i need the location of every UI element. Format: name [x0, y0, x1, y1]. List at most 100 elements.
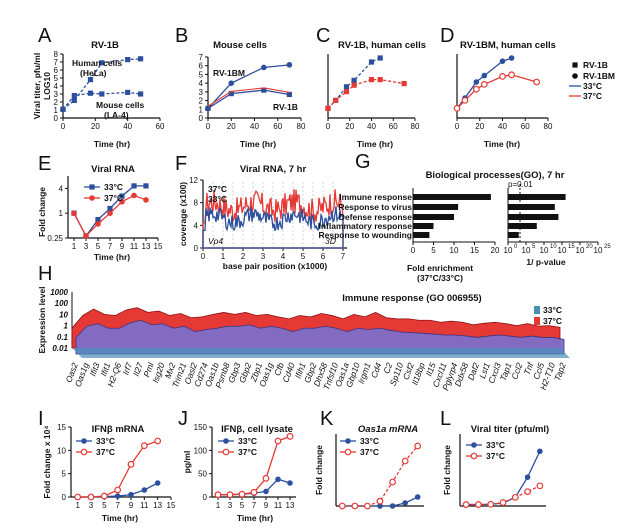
- x-tick-label: 1: [75, 501, 80, 510]
- series-37c-point: [508, 71, 516, 79]
- series-rv1b-37-line: [207, 87, 290, 107]
- x-tick-label: 5: [431, 246, 436, 255]
- y-tick-label: 1: [59, 209, 64, 218]
- category-label: Immune response: [339, 192, 412, 202]
- x-tick-label: 15: [167, 501, 176, 510]
- series-33c-point: [414, 494, 421, 500]
- y-tick-label: 10: [57, 446, 66, 455]
- series-la4-point: [87, 90, 94, 96]
- legend-swatch-marker: [223, 438, 229, 444]
- panel-title: RV-1B: [91, 40, 119, 51]
- x-tick-label: 10: [594, 246, 603, 255]
- series-37c-point: [487, 500, 495, 508]
- x-tick-label: 0: [206, 122, 211, 131]
- series-37c-point: [74, 493, 82, 501]
- series-la4-point: [99, 91, 105, 97]
- series-33c-point: [143, 183, 149, 189]
- legend-swatch-marker: [344, 448, 352, 456]
- series-33c-point: [119, 193, 125, 199]
- x-tick-label: 0: [201, 252, 206, 261]
- y-tick-label: 1: [199, 105, 204, 114]
- gene-label-vp4: Vp4: [208, 236, 223, 246]
- y-tick-label: 4: [199, 79, 204, 88]
- legend-label: RV-1B: [583, 60, 608, 70]
- y-tick-label: 0.01: [52, 344, 68, 353]
- y-tick-label: 8: [54, 50, 59, 59]
- x-tick-exponent: 25: [604, 244, 611, 250]
- x-tick-label: 40: [498, 122, 507, 131]
- series-rv1bm-point: [261, 64, 267, 71]
- series-37c-point: [226, 491, 234, 499]
- panel-title: Viral titer (pfu/ml): [471, 424, 549, 435]
- y-tick-label: 1: [64, 322, 69, 331]
- y-tick-label: 1: [54, 106, 59, 115]
- x-axis-label: Time (hr): [237, 513, 273, 523]
- series-37c-coverage: [202, 189, 344, 249]
- x-tick-label: 0: [326, 122, 331, 131]
- series-33c-point: [481, 72, 488, 79]
- y-tick-label: 3: [199, 88, 204, 97]
- x-tick-label: 20: [475, 122, 484, 131]
- series-33c-point: [377, 55, 383, 61]
- series-37c-point: [499, 499, 507, 506]
- series-37c-point: [536, 482, 544, 490]
- y-axis-label: coverage (x100): [178, 182, 188, 246]
- y-tick-label: 0: [203, 493, 208, 502]
- y-tick-label: 7: [54, 58, 59, 67]
- x-tick-label: 13: [142, 242, 151, 251]
- y-axis-label: Expression level: [37, 286, 47, 353]
- legend-swatch-marker: [345, 438, 351, 444]
- y-tick-label: 15: [57, 423, 66, 432]
- gene-label-3d: 3D: [325, 236, 336, 246]
- series-33c-point: [389, 503, 396, 509]
- x-tick-label: 3: [89, 501, 94, 510]
- series-37c-point: [214, 491, 222, 499]
- x-tick-label: 10: [540, 246, 549, 255]
- series-33c-coverage: [202, 206, 344, 249]
- series-37c-point: [351, 502, 359, 510]
- x-tick-label: 0: [455, 122, 460, 131]
- series-37c-point: [533, 78, 541, 86]
- bar-inverse-pvalue: [508, 232, 519, 238]
- x-tick-label: 9: [120, 242, 125, 251]
- x-tick-exponent: 5: [532, 244, 536, 250]
- legend-label: 33°C: [208, 194, 227, 204]
- panel-letter: E: [38, 153, 51, 175]
- x-tick-label: 40: [250, 122, 259, 131]
- x-tick-label: 20: [345, 122, 354, 131]
- legend-swatch-marker: [470, 452, 478, 460]
- gene-label: Ifit1: [98, 361, 112, 378]
- y-tick-label: 0.1: [57, 333, 69, 342]
- gene-label: Ifit3: [87, 361, 101, 378]
- series-37c-point: [343, 89, 350, 95]
- panel-letter: L: [440, 408, 451, 430]
- series-33c-point: [402, 500, 408, 506]
- bar-inverse-pvalue: [508, 223, 537, 229]
- legend-label: 33°C: [96, 436, 115, 446]
- panel-letter: I: [38, 408, 44, 430]
- y-tick-label: 5: [54, 74, 59, 83]
- series-37c-point: [95, 221, 101, 227]
- bar-fold-enrichment: [413, 214, 454, 220]
- gene-label: Irf7: [121, 361, 135, 376]
- panel-title: Viral RNA: [91, 164, 135, 175]
- legend-swatch-33c: [534, 306, 540, 314]
- y-tick-label: 10: [59, 310, 68, 319]
- series-rv1b-point: [261, 87, 267, 93]
- legend-label: 37°C: [543, 316, 562, 326]
- y-tick-label: 0: [194, 244, 199, 253]
- series-33c-point: [107, 205, 113, 212]
- x-tick-label: 13: [153, 501, 162, 510]
- y-tick-label: 0: [199, 114, 204, 123]
- panel-h: H Immune response (GO 006955) Expression l…: [37, 263, 570, 392]
- series-33c-point: [287, 480, 293, 486]
- series-33c-point: [377, 503, 383, 509]
- y-tick-label: 100: [194, 446, 208, 455]
- x-tick-label: 13: [286, 501, 295, 510]
- bar-fold-enrichment: [413, 223, 434, 229]
- legend-label: 37°C: [208, 184, 227, 194]
- x-tick-exponent: 0: [514, 244, 518, 250]
- series-37c-line: [342, 445, 419, 507]
